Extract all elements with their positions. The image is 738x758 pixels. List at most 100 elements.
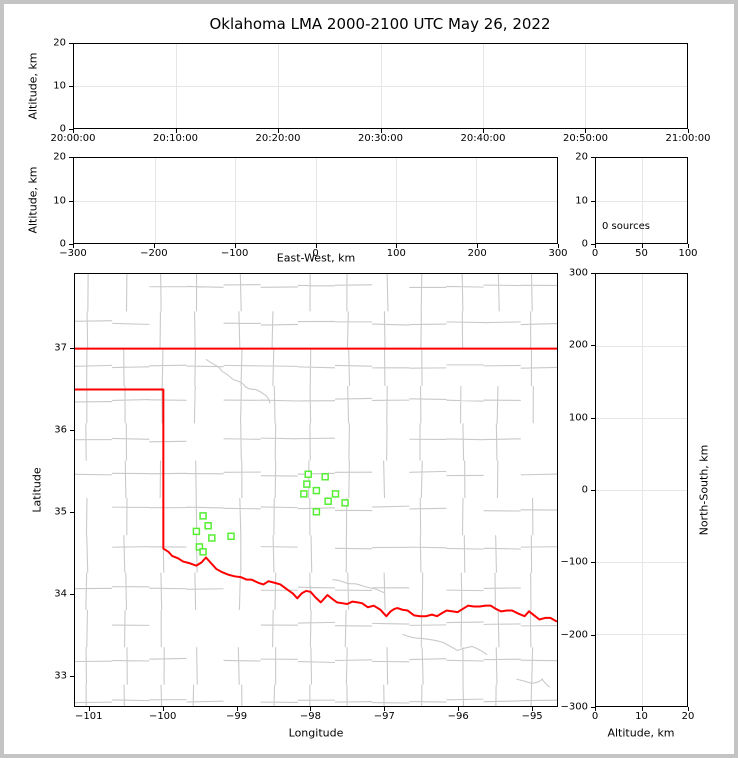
y-tick-mark (70, 511, 74, 513)
x-tick-mark (380, 129, 382, 133)
lma-station-marker (312, 508, 321, 516)
y-tick-mark (591, 244, 595, 245)
gridline-horizontal (596, 417, 687, 419)
x-tick-label: −200 (140, 248, 168, 259)
x-tick-label: 300 (548, 248, 568, 259)
x-tick-mark (595, 707, 596, 711)
panel-source-histogram: 0 sources 0 50 100 20 10 0 (575, 152, 697, 260)
x-tick-label: 0 (312, 248, 319, 259)
y-tick-mark (70, 675, 74, 677)
x-tick-label: 20:30:00 (358, 133, 403, 144)
x-tick-label: 10 (635, 711, 648, 722)
y-tick-mark (591, 273, 595, 274)
y-tick-label: 0 (59, 238, 66, 250)
y-tick-mark (69, 157, 73, 158)
x-tick-label: −101 (75, 711, 103, 722)
x-tick-label: 20 (681, 711, 695, 722)
x-tick-mark (277, 129, 279, 133)
y-tick-mark (591, 634, 595, 636)
y-tick-mark (70, 593, 74, 595)
x-tick-label: 20:20:00 (255, 133, 301, 144)
y-tick-label: 0 (581, 238, 588, 250)
y-tick-label: 20 (575, 151, 588, 163)
y-tick-label: 36 (54, 424, 67, 436)
panel-ns-height: 0 10 20 300 200 100 0 −100 −200 −300 (561, 268, 695, 723)
gridline-horizontal (596, 200, 687, 202)
y-tick-label: 300 (568, 267, 588, 279)
x-tick-label: 100 (386, 248, 406, 259)
ns-height-x-axis-label: Altitude, km (607, 726, 675, 740)
x-tick-mark (477, 244, 479, 248)
x-tick-mark (396, 244, 398, 248)
y-tick-mark (591, 200, 595, 202)
x-tick-mark (458, 707, 460, 711)
map-y-axis-label: Latitude (30, 467, 44, 513)
x-tick-mark (236, 707, 238, 711)
x-tick-mark (175, 129, 177, 133)
lma-station-marker (303, 480, 311, 488)
y-tick-label: −300 (560, 701, 588, 713)
y-tick-mark (69, 43, 73, 44)
x-tick-label: 21:00:00 (665, 133, 711, 144)
ns-height-y-axis-label: North-South, km (697, 444, 711, 536)
ew-height-plot-area (73, 157, 558, 244)
lma-station-marker (312, 486, 321, 495)
state-boundary-path (75, 347, 557, 623)
x-tick-mark (688, 707, 689, 711)
panel-plan-view-map: −101 −100 −99 −98 −97 −96 −95 37 36 35 34 33 (54, 273, 558, 722)
y-tick-label: 20 (53, 37, 66, 49)
x-tick-label: −99 (226, 711, 248, 722)
x-tick-label: −96 (447, 711, 469, 722)
x-tick-mark (641, 244, 643, 248)
panel-time-height: 20:00:00 20:10:00 20:20:00 20:30:00 20:40:00… (51, 38, 711, 145)
x-tick-mark (234, 244, 236, 248)
map-x-axis-label: Longitude (288, 726, 344, 740)
y-tick-mark (591, 562, 595, 564)
x-tick-label: −98 (299, 711, 322, 722)
y-tick-mark (70, 429, 74, 431)
x-tick-mark (88, 707, 90, 711)
lma-station-marker (300, 490, 308, 498)
y-tick-label: 20 (53, 151, 66, 163)
y-tick-label: 35 (54, 506, 67, 518)
source-count-annotation: 0 sources (602, 221, 650, 232)
y-tick-label: 0 (59, 123, 66, 135)
y-tick-label: −100 (560, 556, 588, 568)
x-tick-mark (483, 129, 484, 133)
y-tick-mark (69, 244, 73, 245)
county-river-lines (205, 358, 550, 688)
lma-station-marker (324, 497, 332, 505)
lma-station-marker (204, 522, 212, 530)
y-tick-label: 100 (568, 412, 588, 424)
gridline-horizontal (596, 562, 687, 563)
x-tick-label: 200 (467, 248, 487, 259)
x-tick-mark (595, 244, 596, 248)
x-tick-mark (532, 707, 534, 711)
time-height-plot-area (73, 43, 688, 129)
y-tick-label: 10 (53, 195, 66, 206)
y-tick-mark (591, 157, 595, 158)
y-tick-mark (591, 345, 595, 347)
lma-station-marker (227, 532, 235, 541)
ew-height-x-axis-label: East-West, km (276, 251, 356, 265)
lma-station-marker (331, 490, 340, 498)
x-tick-mark (73, 129, 74, 133)
x-tick-mark (315, 244, 317, 248)
y-tick-label: 200 (568, 339, 588, 351)
gridline-horizontal (74, 200, 557, 202)
x-tick-mark (688, 129, 689, 133)
x-tick-label: 0 (591, 248, 599, 259)
oklahoma-map-svg (75, 274, 557, 706)
y-tick-mark (70, 347, 74, 349)
lma-station-marker (192, 527, 201, 536)
lma-station-marker (304, 470, 312, 479)
time-height-y-axis-label: Altitude, km (26, 52, 40, 120)
x-tick-label: 20:40:00 (460, 133, 506, 144)
x-tick-mark (162, 707, 164, 711)
panel-ew-height: −300 −200 −100 0 100 200 300 20 10 0 (53, 152, 567, 260)
x-tick-mark (585, 129, 587, 133)
gridline-horizontal (596, 346, 687, 347)
x-tick-mark (688, 244, 689, 248)
y-tick-label: 33 (54, 670, 67, 682)
x-tick-label: 0 (591, 711, 599, 722)
